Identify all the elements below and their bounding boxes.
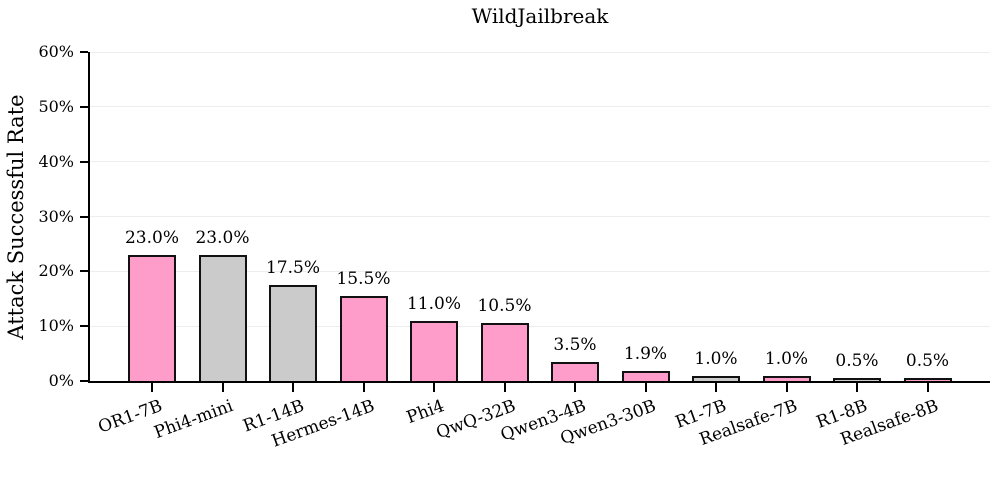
- x-axis-tick: [926, 383, 929, 392]
- gridline: [90, 216, 990, 217]
- y-axis-tick-label: 10%: [38, 316, 74, 336]
- x-axis-spine: [88, 381, 990, 383]
- x-axis-tick: [856, 383, 858, 392]
- bar-value-label: 1.0%: [764, 348, 809, 369]
- bar-value-label: 0.5%: [835, 351, 879, 372]
- gridline: [90, 270, 990, 272]
- bar-Phi4: [410, 320, 458, 383]
- bar-Phi4-mini: [198, 254, 247, 383]
- x-axis-tick-label: Phi4-mini: [151, 396, 236, 444]
- bar-OR1-7B: [128, 254, 176, 383]
- y-axis-tick-label: 30%: [38, 206, 74, 226]
- gridline: [90, 51, 990, 53]
- gridline: [90, 106, 990, 108]
- y-axis-tick: [80, 160, 88, 163]
- bar-value-label: 23.0%: [195, 227, 250, 248]
- bar-Hermes-14B: [339, 296, 388, 383]
- y-axis-tick: [80, 51, 88, 53]
- bar-value-label: 1.9%: [623, 343, 668, 364]
- x-axis-tick: [574, 383, 576, 392]
- x-axis-tick: [221, 383, 224, 392]
- y-axis-tick: [80, 105, 88, 108]
- x-axis-tick: [644, 383, 647, 392]
- y-axis-tick-label: 60%: [38, 42, 74, 61]
- x-axis-tick: [715, 383, 717, 392]
- x-axis-tick: [151, 383, 153, 392]
- gridline: [90, 325, 990, 327]
- bar-value-label: 3.5%: [553, 334, 597, 355]
- bar-Qwen3-4B: [551, 361, 599, 383]
- x-axis-tick: [362, 383, 365, 392]
- y-axis-tick: [80, 380, 88, 382]
- y-axis-tick: [80, 215, 88, 218]
- gridline: [90, 161, 990, 163]
- bar-value-label: 23.0%: [124, 227, 179, 248]
- x-axis-tick: [785, 383, 788, 392]
- bar-value-label: 11.0%: [406, 293, 461, 314]
- y-axis-spine: [88, 52, 90, 383]
- y-axis-tick-label: 20%: [38, 261, 74, 281]
- y-axis-tick: [80, 270, 88, 273]
- y-axis-tick-label: 50%: [38, 96, 74, 116]
- bar-value-label: 15.5%: [336, 269, 391, 289]
- bar-value-label: 17.5%: [265, 258, 320, 279]
- y-axis-tick: [80, 325, 88, 328]
- bar-QwQ-32B: [480, 323, 529, 383]
- y-axis-tick-label: 0%: [48, 371, 74, 390]
- chart-title: WildJailbreak: [471, 4, 609, 28]
- bar-R1-14B: [269, 285, 317, 383]
- x-axis-tick: [292, 383, 294, 392]
- bar-value-label: 0.5%: [905, 351, 950, 372]
- bar-value-label: 10.5%: [477, 296, 532, 317]
- y-axis-tick-label: 40%: [38, 151, 74, 171]
- x-axis-tick: [503, 383, 506, 392]
- bar-value-label: 1.0%: [694, 348, 738, 369]
- x-axis-tick: [433, 383, 435, 392]
